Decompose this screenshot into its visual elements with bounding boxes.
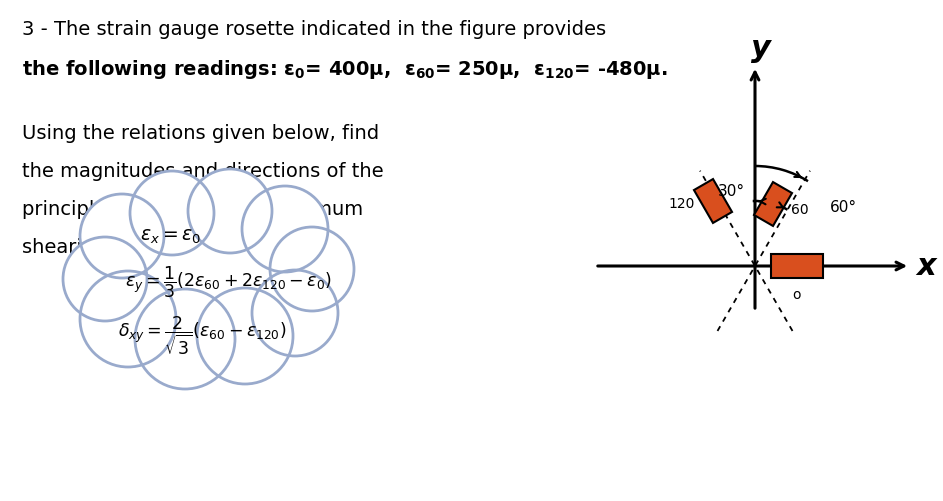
Text: y: y [751,34,771,63]
Circle shape [242,187,328,273]
Text: 120: 120 [669,196,695,210]
Text: the following readings: $\mathbf{\varepsilon_0}$= 400$\mathbf{\mu}$,  $\mathbf{\: the following readings: $\mathbf{\vareps… [22,58,668,81]
Text: $\varepsilon_x = \varepsilon_0$: $\varepsilon_x = \varepsilon_0$ [140,226,201,245]
Text: x: x [916,252,935,281]
Polygon shape [694,180,732,223]
Circle shape [80,194,164,279]
Text: the magnitudes and directions of the: the magnitudes and directions of the [22,162,384,181]
Text: 60: 60 [791,202,809,216]
Text: o: o [793,288,802,302]
Text: 30°: 30° [718,184,745,198]
Text: 3 - The strain gauge rosette indicated in the figure provides: 3 - The strain gauge rosette indicated i… [22,20,606,39]
Circle shape [63,237,147,321]
Text: principle strains and the maximum: principle strains and the maximum [22,199,363,218]
Circle shape [270,227,354,312]
Polygon shape [754,183,792,226]
Circle shape [135,290,235,389]
Text: $\delta_{xy} = \dfrac{2}{\sqrt{3}}\left(\varepsilon_{60} - \varepsilon_{120}\rig: $\delta_{xy} = \dfrac{2}{\sqrt{3}}\left(… [118,313,287,356]
Text: 60°: 60° [830,199,857,214]
Polygon shape [771,255,823,279]
Circle shape [197,289,293,384]
Text: $\varepsilon_y = \dfrac{1}{3}\left(2\varepsilon_{60} + 2\varepsilon_{120} - \var: $\varepsilon_y = \dfrac{1}{3}\left(2\var… [125,265,332,300]
Text: shearing strains.: shearing strains. [22,237,185,257]
Circle shape [80,272,176,367]
Circle shape [130,172,214,256]
Circle shape [188,170,272,254]
Circle shape [252,271,338,356]
Text: Using the relations given below, find: Using the relations given below, find [22,124,379,143]
